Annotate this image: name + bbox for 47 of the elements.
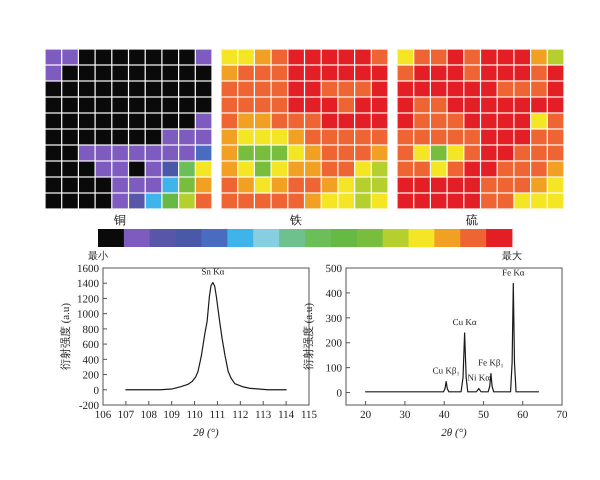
x-axis-title: 2θ (°) [193,427,220,439]
x-tick-label: 113 [255,409,272,421]
y-tick-label: 0 [336,388,342,400]
y-tick-label: 400 [82,354,100,366]
x-tick-label: 110 [186,409,204,421]
y-tick-label: 200 [82,370,100,382]
x-tick-label: 50 [478,409,490,421]
y-tick-label: 100 [326,362,342,375]
annotation: Fe Kβ₁ [478,358,504,368]
color-bar-label: 最大 [502,250,522,262]
y-tick-label: 1000 [77,308,100,321]
color-bar-label: 最小 [88,250,108,262]
x-tick-label: 114 [278,409,295,421]
y-tick-label: 1400 [77,278,100,290]
x-tick-label: 铁 [289,213,302,227]
y-tick-label: 300 [326,312,342,325]
y-tick-label: 0 [94,384,100,397]
x-tick-label: 30 [399,409,411,421]
y-tick-label: 200 [326,338,342,350]
x-tick-label: 20 [360,409,372,421]
annotation: Sn Kα [201,266,225,276]
y-tick-label: 1200 [77,293,100,306]
x-tick-label: 70 [556,409,568,421]
x-tick-label: 115 [300,409,318,421]
x-tick-label: 108 [140,409,158,421]
x-tick-label: 112 [232,409,248,421]
y-axis-title: 衍射强度 (a.u) [59,302,72,370]
y-tick-label: -200 [78,400,100,412]
annotation: Fe Kα [502,267,525,278]
annotation: Cu Kα [452,317,477,328]
x-tick-label: 106 [94,409,112,421]
y-tick-label: 400 [326,288,342,300]
y-axis-title: 衍射强度 (a.u) [302,302,315,370]
x-tick-label: 107 [118,409,135,421]
x-tick-label: 111 [210,409,226,421]
annotation: Ni Kα [468,372,490,383]
y-tick-label: 500 [326,263,342,275]
y-tick-label: 800 [82,324,100,336]
x-axis-title: 2θ (°) [441,427,468,439]
x-tick-label: 60 [517,409,529,421]
x-tick-label: 铜 [113,213,126,227]
y-tick-label: 1600 [77,263,100,275]
x-tick-label: 109 [163,409,180,421]
y-tick-label: 600 [82,339,100,352]
annotation: Cu Kβ₁ [432,366,460,376]
x-tick-label: 40 [438,409,450,421]
x-tick-label: 硫 [466,213,478,227]
